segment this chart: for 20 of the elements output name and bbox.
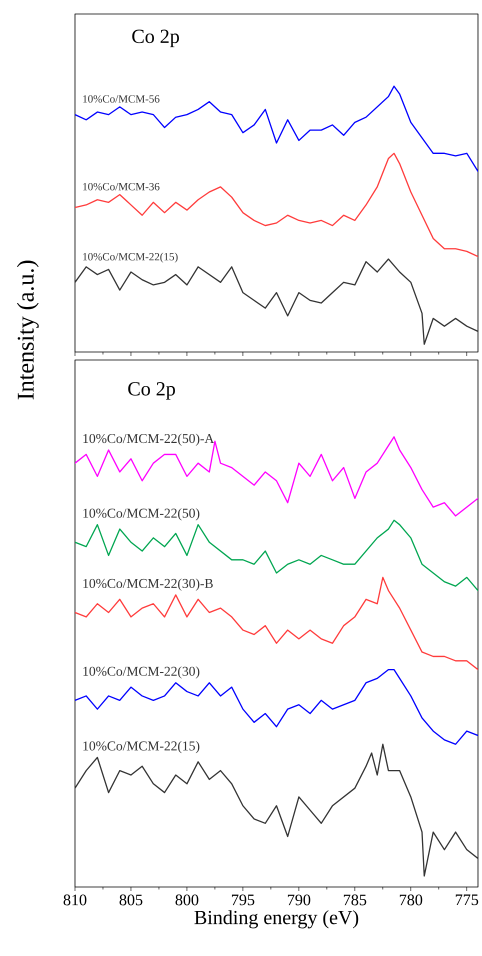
chart-title: Co 2p [132,30,179,48]
x-tick-label: 780 [400,894,422,906]
x-tick-label: 785 [344,894,366,906]
x-tick-label: 795 [232,894,254,906]
series-label: 10%Co/MCM-22(30) [83,666,200,679]
series-label: 10%Co/MCM-22(30)-B [83,578,213,591]
series-label: 10%Co/MCM-22(50) [83,508,200,520]
x-tick-label: 775 [456,894,478,906]
series-label: 10%Co/MCM-22(15) [83,741,200,754]
series-label: 10%Co/MCM-22(50)-A [83,434,214,446]
series-label: 10%Co/MCM-36 [83,182,160,190]
x-tick-label: 800 [175,894,198,906]
series-label: 10%Co/MCM-22(15) [83,252,178,263]
x-axis-title: Binding energy (eV) [194,910,358,928]
chart-title: Co 2p [128,382,175,400]
x-tick-label: 790 [288,894,310,906]
y-axis-title: Intensity (a.u.) [16,260,39,400]
x-tick-label: 805 [120,894,142,906]
series-label: 10%Co/MCM-56 [83,95,160,103]
x-tick-label: 810 [64,894,86,906]
